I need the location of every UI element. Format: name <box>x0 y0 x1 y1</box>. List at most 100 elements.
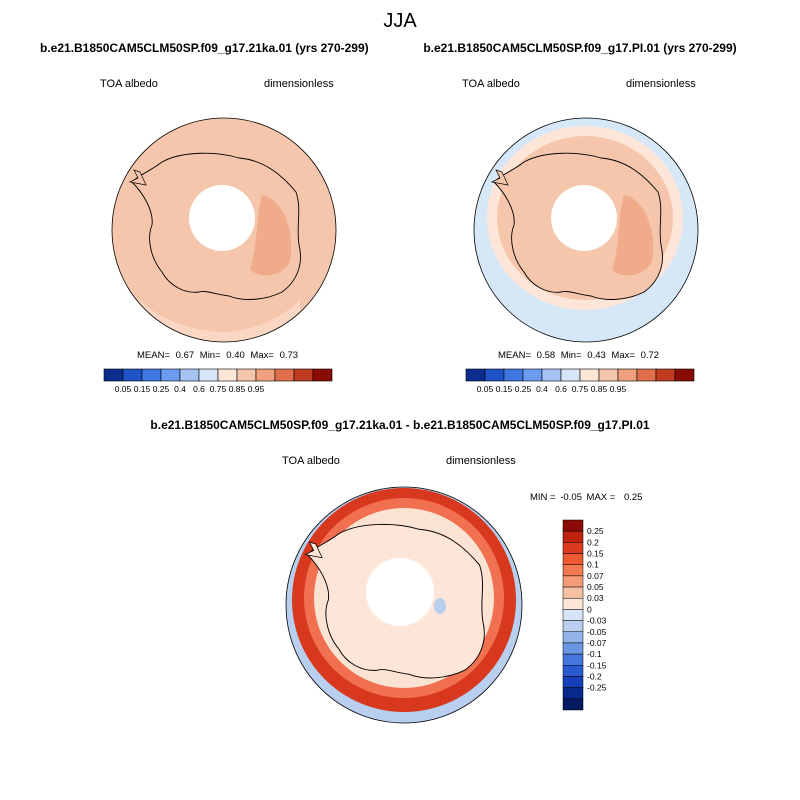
diff-min-value: -0.05 <box>560 492 582 503</box>
panel1-max-label: Max= <box>250 350 274 361</box>
diff-max-value: 0.25 <box>623 492 643 503</box>
panel1-stats: MEAN= 0.67 Min= 0.40 Max= 0.73 <box>137 350 298 361</box>
diff-colorbar-tick-label: -0.2 <box>587 671 602 681</box>
panel2-units-label: dimensionless <box>626 78 696 90</box>
diff-colorbar-tick-label: -0.15 <box>587 660 607 670</box>
panel2-colorbar-tick-label: 0.4 <box>536 384 548 394</box>
panel1-colorbar-swatch <box>293 368 314 382</box>
panel2-map-border <box>473 117 699 343</box>
panel2-variable-label: TOA albedo <box>462 78 520 90</box>
panel2-colorbar-swatch <box>560 368 581 382</box>
panel2-colorbar-swatch <box>655 368 676 382</box>
diff-colorbar-tick-label: -0.07 <box>587 638 607 648</box>
diff-colorbar: 0.250.20.150.10.070.050.030-0.03-0.05-0.… <box>562 519 607 711</box>
diff-colorbar-swatch <box>562 676 584 688</box>
diff-colorbar-swatch <box>562 687 584 700</box>
diff-colorbar-swatch <box>562 542 584 554</box>
panel1-colorbar-tick-label: 0.85 <box>229 384 246 394</box>
diff-colorbar-tick-label: -0.25 <box>587 683 607 693</box>
panel2-max-label: Max= <box>611 350 635 361</box>
panel1-colorbar-swatch <box>255 368 276 382</box>
diff-map <box>285 486 523 724</box>
panel2-high-albedo-region <box>612 195 654 276</box>
panel1-colorbar-tick-label: 0.4 <box>174 384 186 394</box>
panel1-units-label: dimensionless <box>264 78 334 90</box>
diff-colorbar-swatch <box>562 597 584 610</box>
panel1-max-value: 0.73 <box>279 350 299 361</box>
panel2-colorbar-tick-label: 0.6 <box>555 384 567 394</box>
panel2-max-value: 0.72 <box>640 350 660 361</box>
panel2-colorbar-swatch <box>541 368 562 382</box>
diff-colorbar-swatch <box>562 553 584 565</box>
panel1-subtitle: b.e21.B1850CAM5CLM50SP.f09_g17.21ka.01 (… <box>40 41 369 55</box>
panel1-colorbar-swatch <box>217 368 238 382</box>
diff-units-label: dimensionless <box>446 455 516 467</box>
diff-max-label: MAX = <box>586 492 616 503</box>
panel2-colorbar-swatch <box>465 368 486 382</box>
diff-colorbar-tick-label: 0.07 <box>587 571 604 581</box>
panel1-colorbar-tick-label: 0.05 <box>115 384 132 394</box>
panel1-min-label: Min= <box>199 350 221 361</box>
panel1-colorbar-swatch <box>103 368 124 382</box>
diff-colorbar-swatch <box>562 575 584 588</box>
panel1-mean-label: MEAN= <box>137 350 170 361</box>
panel1-colorbar-swatch <box>274 368 295 382</box>
diff-colorbar-swatch <box>562 530 584 543</box>
panel2-colorbar-swatch <box>579 368 600 382</box>
diff-colorbar-tick-label: 0.1 <box>587 560 599 570</box>
diff-colorbar-swatch <box>562 620 584 633</box>
diff-colorbar-tick-label: -0.03 <box>587 616 607 626</box>
panel1-map-border <box>111 117 337 343</box>
diff-colorbar-tick-label: 0.15 <box>587 549 604 559</box>
diff-colorbar-tick-label: 0.03 <box>587 593 604 603</box>
diff-negative-patch <box>434 598 446 614</box>
panel1-colorbar-swatch <box>122 368 143 382</box>
panel1-high-albedo-region <box>250 195 292 276</box>
diff-subtitle: b.e21.B1850CAM5CLM50SP.f09_g17.21ka.01 -… <box>150 418 650 432</box>
diff-colorbar-tick-label: 0.2 <box>587 537 599 547</box>
panel2-colorbar-tick-label: 0.05 <box>477 384 494 394</box>
diff-variable-label: TOA albedo <box>282 455 340 467</box>
panel1-colorbar-swatch <box>312 368 333 382</box>
diff-colorbar-tick-label: 0.25 <box>587 526 604 536</box>
panel1-map <box>111 117 337 343</box>
panel1-colorbar: 0.05 0.15 0.25 0.4 0.6 0.75 0.85 0.95 <box>103 368 333 394</box>
panel2-colorbar-swatch <box>484 368 505 382</box>
figure-title: JJA <box>383 10 417 32</box>
panel1-colorbar-tick-label: 0.75 <box>210 384 227 394</box>
panel1-colorbar-tick-label: 0.95 <box>248 384 265 394</box>
panel2-polar-hole <box>551 185 617 251</box>
panel1-min-value: 0.40 <box>226 350 245 361</box>
diff-colorbar-swatch <box>562 631 584 644</box>
panel2-colorbar-swatch <box>636 368 657 382</box>
diff-colorbar-tick-label: 0.05 <box>587 582 604 592</box>
diff-colorbar-swatch <box>562 609 584 621</box>
diff-colorbar-swatch <box>562 653 584 666</box>
diff-colorbar-swatch <box>562 586 584 599</box>
panel2-colorbar-swatch <box>674 368 695 382</box>
panel2-colorbar-swatch <box>617 368 638 382</box>
panel1-colorbar-tick-label: 0.6 <box>193 384 205 394</box>
panel2-colorbar-swatch <box>598 368 619 382</box>
diff-colorbar-swatch <box>562 665 584 677</box>
panel1-colorbar-swatch <box>160 368 181 382</box>
panel1-polar-hole <box>189 185 255 251</box>
diff-colorbar-tick-label: 0 <box>587 604 592 614</box>
panel1-mean-value: 0.67 <box>175 350 195 361</box>
panel2-map <box>473 117 699 343</box>
panel2-colorbar-swatch <box>522 368 543 382</box>
panel2-colorbar: 0.05 0.15 0.25 0.4 0.6 0.75 0.85 0.95 <box>465 368 695 394</box>
panel2-colorbar-tick-label: 0.85 <box>591 384 608 394</box>
panel2-stats: MEAN= 0.58 Min= 0.43 Max= 0.72 <box>498 350 659 361</box>
panel2-min-value: 0.43 <box>587 350 606 361</box>
diff-min-label: MIN = <box>530 492 556 503</box>
diff-colorbar-swatch <box>562 698 584 711</box>
diff-minmax: MIN = -0.05 MAX = 0.25 <box>530 492 642 503</box>
panel2-colorbar-tick-label: 0.95 <box>610 384 627 394</box>
diff-polar-hole <box>366 558 434 626</box>
panel1-colorbar-tick-label: 0.25 <box>153 384 170 394</box>
panel1-colorbar-swatch <box>179 368 200 382</box>
panel1-variable-label: TOA albedo <box>100 78 158 90</box>
panel2-min-label: Min= <box>560 350 582 361</box>
